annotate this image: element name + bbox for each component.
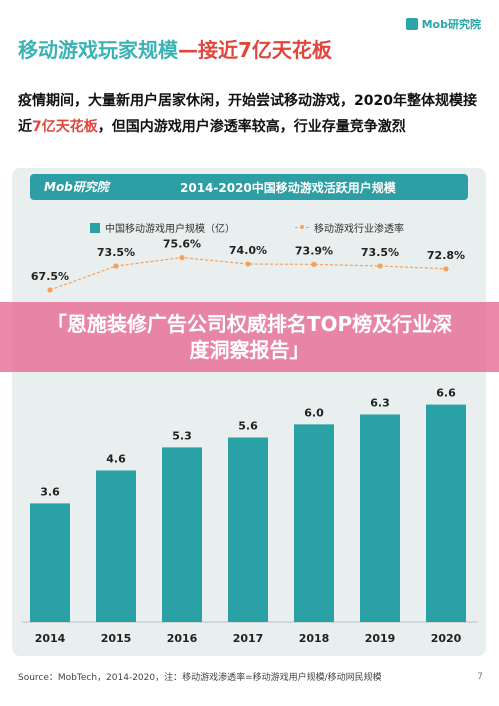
line-point: [245, 261, 251, 267]
line-value-label: 72.8%: [427, 249, 465, 262]
legend-line-swatch: [295, 225, 309, 229]
chart-title: 2014-2020中国移动游戏活跃用户规模: [180, 181, 396, 195]
bar-value-label: 6.6: [436, 387, 456, 400]
bar-value-label: 6.3: [370, 396, 390, 409]
x-tick-label: 2017: [233, 632, 264, 645]
bar: [228, 437, 268, 622]
line-value-label: 73.5%: [361, 246, 399, 259]
page-number: 7: [477, 672, 483, 682]
x-tick-label: 2015: [101, 632, 132, 645]
bar: [360, 414, 400, 622]
brand-logo: Mob研究院: [405, 16, 481, 32]
brand-name: Mob研究院: [421, 18, 481, 31]
bar: [96, 470, 136, 622]
bar: [294, 424, 334, 622]
x-tick-label: 2016: [167, 632, 198, 645]
page-title: 移动游戏玩家规模—接近7亿天花板: [18, 38, 332, 62]
legend-line-label: 移动游戏行业渗透率: [314, 224, 404, 235]
bar-value-label: 5.6: [238, 420, 258, 433]
bar: [162, 447, 202, 622]
brand-mark-icon: [405, 18, 418, 30]
line-value-label: 73.5%: [97, 246, 135, 259]
x-tick-label: 2018: [299, 632, 330, 645]
bar-value-label: 6.0: [304, 406, 324, 419]
line-value-label: 74.0%: [229, 244, 267, 257]
legend-bar-series: 中国移动游戏用户规模（亿）: [90, 220, 235, 235]
overlay-banner: 「恩施装修广告公司权威排名TOP榜及行业深度洞察报告」: [0, 302, 499, 372]
intro-highlight: 7亿天花板: [32, 119, 98, 135]
bar: [426, 404, 466, 622]
x-tick-label: 2020: [431, 632, 462, 645]
legend-bar-label: 中国移动游戏用户规模（亿）: [105, 224, 235, 235]
line-value-label: 75.6%: [163, 238, 201, 251]
legend-line-series: 移动游戏行业渗透率: [295, 220, 404, 235]
bar-value-label: 3.6: [40, 485, 60, 498]
bar-value-label: 5.3: [172, 429, 192, 442]
line-value-label: 73.9%: [295, 244, 333, 257]
intro-paragraph: 疫情期间，大量新用户居家休闲，开始尝试移动游戏，2020年整体规模接近7亿天花板…: [18, 93, 477, 135]
line-value-label: 67.5%: [31, 270, 69, 283]
line-point: [311, 261, 317, 267]
bar-value-label: 4.6: [106, 452, 126, 465]
chart-header: Mob研究院 2014-2020中国移动游戏活跃用户规模: [30, 174, 468, 200]
line-point: [47, 287, 53, 293]
line-point: [443, 266, 449, 272]
line-point: [377, 263, 383, 269]
overlay-text: 「恩施装修广告公司权威排名TOP榜及行业深度洞察报告」: [46, 312, 453, 362]
legend-bar-swatch: [90, 222, 100, 233]
chart-logo: Mob研究院: [44, 180, 109, 194]
page-title-highlight: —接近7亿天花板: [178, 38, 332, 62]
line-point: [113, 263, 119, 269]
x-tick-label: 2019: [365, 632, 396, 645]
line-point: [179, 255, 185, 261]
bar: [30, 503, 70, 622]
source-note: Source：MobTech，2014-2020，注：移动游戏渗透率=移动游戏用…: [18, 673, 382, 683]
x-tick-label: 2014: [35, 632, 66, 645]
